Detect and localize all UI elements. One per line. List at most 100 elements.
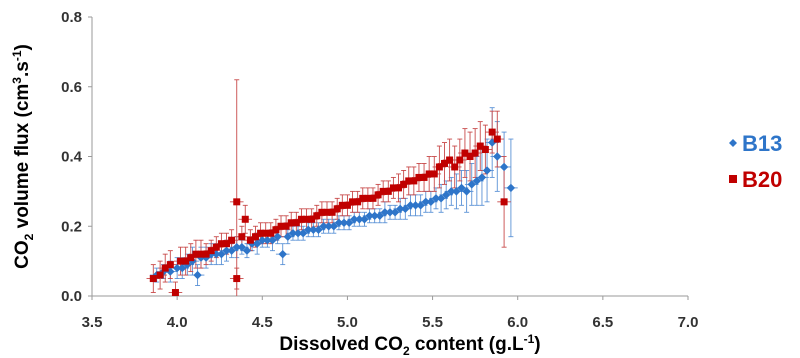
- data-point-b20: [500, 198, 508, 206]
- data-point-b13: [258, 236, 267, 245]
- data-point-b20: [379, 187, 387, 195]
- plot-area: [91, 17, 688, 297]
- data-point-b13: [252, 239, 262, 248]
- data-point-b13: [441, 190, 451, 200]
- data-point-b13: [462, 187, 471, 196]
- data-point-b13: [370, 211, 379, 220]
- error-bar-b20: [229, 79, 244, 296]
- data-point-b20: [313, 212, 321, 220]
- x-tick-label: 5.5: [422, 314, 443, 331]
- data-point-b20: [303, 215, 311, 223]
- data-point-b20: [493, 135, 501, 143]
- data-point-b20: [349, 198, 357, 206]
- data-point-b20: [440, 159, 448, 167]
- data-point-b13: [390, 208, 400, 217]
- data-point-b20: [354, 198, 362, 206]
- data-point-b13: [355, 215, 364, 224]
- tick-labels: 3.5 4.0 4.5 5.0 5.5 6.0 6.5 7.0 0.0 0.2 0.4 0.6 0.8: [61, 9, 698, 331]
- y-axis-title-subscript: 2: [22, 233, 36, 240]
- data-point-b13: [385, 208, 395, 217]
- data-point-b13: [172, 263, 182, 273]
- data-point-b13: [273, 232, 282, 241]
- data-point-b13: [324, 222, 333, 231]
- data-point-b20: [446, 156, 454, 164]
- data-point-b20: [238, 233, 246, 241]
- data-point-b13: [329, 222, 339, 231]
- data-point-b13: [365, 211, 374, 220]
- data-point-b20: [192, 250, 200, 258]
- data-point-b20: [282, 222, 290, 230]
- data-point-b13: [334, 218, 344, 227]
- x-tick-label: 6.0: [507, 314, 528, 331]
- data-point-b20: [395, 184, 403, 192]
- x-tick-label: 6.5: [592, 314, 613, 331]
- data-point-b20: [171, 289, 179, 297]
- legend-label-b20: B20: [742, 167, 782, 192]
- x-tick-label: 3.5: [82, 314, 103, 331]
- data-point-b20: [217, 240, 225, 248]
- data-point-b13: [472, 176, 482, 186]
- data-point-b13: [268, 236, 277, 245]
- data-point-b20: [241, 215, 249, 223]
- data-point-b20: [364, 194, 372, 202]
- data-point-b13: [193, 270, 202, 280]
- y-tick-label: 0.2: [61, 218, 82, 235]
- data-point-b13: [506, 183, 516, 193]
- data-point-b20: [435, 163, 443, 171]
- y-axis-title: CO2 volume flux (cm3.s-1): [10, 44, 36, 269]
- x-axis-title-part: ): [534, 334, 540, 355]
- data-point-b13: [406, 201, 415, 210]
- data-point-b20: [466, 153, 474, 160]
- data-point-b20: [233, 275, 241, 283]
- y-tick-label: 0.8: [61, 9, 82, 26]
- data-point-b20: [308, 215, 316, 223]
- data-point-b20: [328, 208, 336, 216]
- data-point-b20: [405, 177, 413, 185]
- data-point-b13: [339, 218, 349, 227]
- data-point-b13: [436, 194, 446, 203]
- data-point-b20: [257, 229, 265, 237]
- data-point-b20: [359, 194, 367, 202]
- data-point-b13: [360, 215, 369, 224]
- data-point-b20: [410, 177, 418, 185]
- legend-label-b13: B13: [742, 131, 782, 156]
- data-point-b20: [277, 222, 285, 230]
- x-tick-label: 4.5: [252, 314, 273, 331]
- data-point-b20: [228, 236, 236, 244]
- x-axis-title: Dissolved CO2 content (g.L-1): [279, 332, 540, 358]
- data-point-b20: [374, 191, 382, 199]
- data-point-b20: [318, 208, 326, 216]
- legend: B13 B20: [729, 131, 782, 192]
- data-point-b20: [369, 194, 377, 202]
- data-point-b13: [482, 166, 492, 175]
- y-axis-title-part: volume flux (cm: [12, 84, 33, 234]
- data-point-b20: [166, 261, 174, 269]
- data-point-b20: [400, 180, 408, 188]
- data-point-b13: [421, 197, 430, 207]
- data-point-b20: [251, 233, 259, 241]
- data-point-b20: [197, 250, 205, 258]
- data-point-b13: [314, 225, 323, 234]
- data-point-b20: [476, 142, 484, 150]
- data-point-b13: [217, 249, 226, 259]
- data-point-b20: [297, 215, 305, 223]
- data-point-b20: [338, 201, 346, 209]
- data-point-b20: [461, 149, 469, 157]
- data-point-b13: [298, 229, 308, 238]
- data-point-b13: [222, 246, 231, 255]
- data-point-b20: [488, 128, 496, 136]
- data-point-b20: [207, 247, 215, 255]
- data-point-b20: [177, 257, 185, 265]
- data-point-b13: [237, 242, 247, 252]
- data-markers: [149, 128, 516, 297]
- data-point-b20: [187, 254, 195, 262]
- data-point-b20: [267, 229, 275, 237]
- x-axis-title-subscript: 2: [403, 344, 410, 358]
- data-point-b20: [451, 163, 459, 171]
- data-point-b13: [344, 218, 354, 227]
- data-point-b13: [431, 194, 441, 203]
- legend-marker-b13: [729, 139, 737, 147]
- data-point-b13: [477, 173, 487, 182]
- data-point-b20: [182, 257, 190, 265]
